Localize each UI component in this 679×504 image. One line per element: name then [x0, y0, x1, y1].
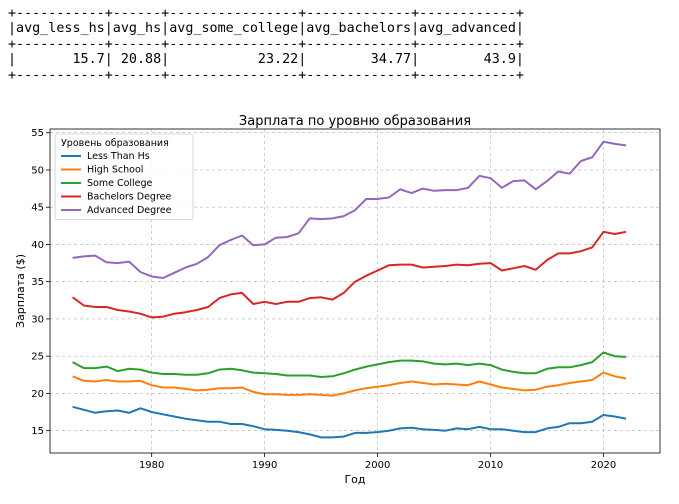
y-tick-label: 45: [31, 203, 44, 214]
series-line-2: [72, 351, 627, 378]
legend-entry: Bachelors Degree: [87, 192, 171, 203]
legend-entry: Some College: [87, 178, 153, 189]
legend-entry: Less Than Hs: [87, 151, 150, 162]
plot-frame: [49, 128, 661, 454]
series-lines: [72, 140, 627, 439]
y-tick-label: 25: [31, 352, 44, 363]
legend-entry: High School: [87, 165, 143, 176]
y-tick-label: 55: [31, 128, 44, 139]
x-tick-label: 2000: [365, 460, 390, 471]
legend-title: Уровень образования: [61, 138, 169, 149]
series-line-1: [72, 371, 627, 397]
x-tick-label: 1990: [252, 460, 277, 471]
y-tick-label: 50: [31, 165, 44, 176]
legend-box: [54, 133, 194, 220]
dataframe-output: +-----------+------+----------------+---…: [8, 6, 524, 83]
legend: Уровень образования Less Than Hs High Sch…: [54, 133, 194, 220]
y-axis-label: Зарплата ($): [14, 254, 27, 328]
x-tick-label: 2020: [591, 460, 616, 471]
axis-ticks: 1980 1990 2000 2010 2020 15 20 25 30 35 40 45 50 55: [31, 128, 616, 471]
y-tick-label: 15: [31, 426, 44, 437]
series-line-4: [72, 140, 627, 279]
y-tick-label: 30: [31, 314, 44, 325]
legend-entry: Advanced Degree: [87, 205, 172, 216]
y-tick-label: 40: [31, 240, 44, 251]
series-line-3: [72, 230, 627, 319]
series-line-0: [72, 405, 627, 439]
y-tick-label: 20: [31, 389, 44, 400]
x-tick-label: 1980: [139, 460, 164, 471]
x-axis-label: Год: [344, 473, 365, 486]
x-tick-label: 2010: [478, 460, 503, 471]
y-tick-label: 35: [31, 277, 44, 288]
chart-title: Зарплата по уровню образования: [239, 114, 471, 129]
